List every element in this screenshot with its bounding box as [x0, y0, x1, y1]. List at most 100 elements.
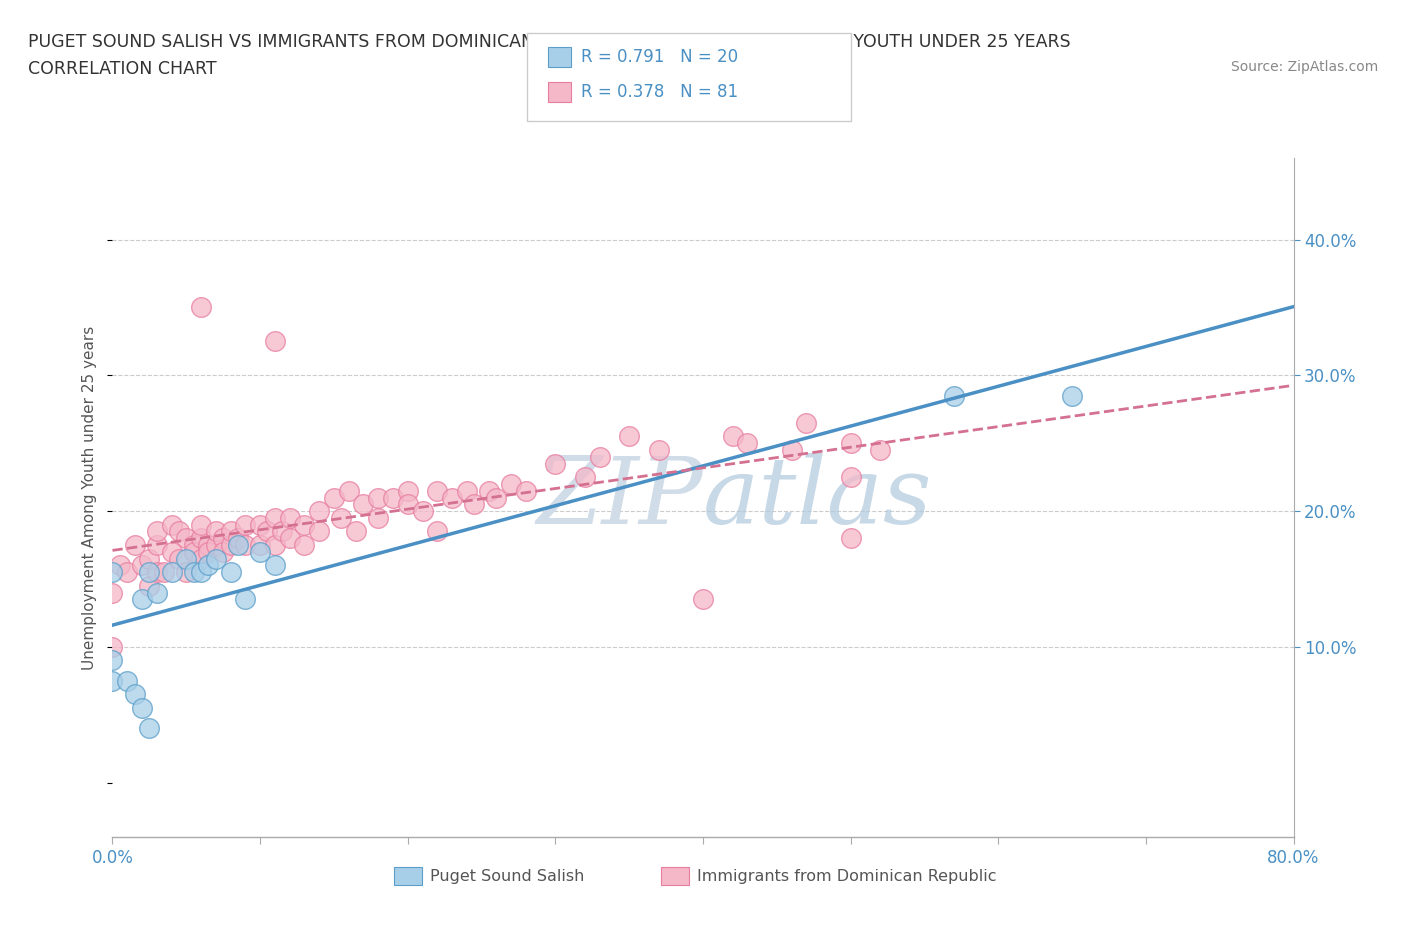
- Point: [264, 538, 287, 552]
- Point: [219, 565, 242, 579]
- Point: [146, 525, 169, 539]
- Text: Source: ZipAtlas.com: Source: ZipAtlas.com: [1230, 60, 1378, 74]
- Point: [233, 538, 256, 552]
- Point: [138, 565, 160, 579]
- Text: Puget Sound Salish: Puget Sound Salish: [430, 869, 585, 883]
- Point: [501, 476, 523, 491]
- Point: [478, 484, 501, 498]
- Point: [441, 490, 464, 505]
- Point: [839, 531, 862, 546]
- Point: [205, 538, 228, 552]
- Y-axis label: Unemployment Among Youth under 25 years: Unemployment Among Youth under 25 years: [82, 326, 97, 670]
- Point: [515, 484, 537, 498]
- Point: [463, 497, 485, 512]
- Point: [108, 558, 131, 573]
- Point: [233, 592, 256, 607]
- Point: [197, 544, 219, 559]
- Point: [197, 558, 219, 573]
- Point: [278, 511, 301, 525]
- Point: [117, 673, 138, 688]
- Text: 80.0%: 80.0%: [1267, 849, 1320, 867]
- Point: [146, 565, 169, 579]
- Point: [367, 490, 389, 505]
- Point: [174, 565, 197, 579]
- Point: [426, 484, 449, 498]
- Point: [146, 585, 169, 600]
- Point: [233, 517, 256, 532]
- Point: [183, 538, 205, 552]
- Point: [1062, 389, 1084, 404]
- Point: [619, 429, 641, 444]
- Point: [411, 504, 433, 519]
- Point: [197, 538, 219, 552]
- Text: R = 0.378   N = 81: R = 0.378 N = 81: [581, 83, 738, 100]
- Point: [117, 565, 138, 579]
- Point: [160, 517, 183, 532]
- Point: [256, 525, 278, 539]
- Point: [330, 511, 353, 525]
- Point: [190, 551, 212, 566]
- Point: [456, 484, 478, 498]
- Point: [249, 517, 271, 532]
- Point: [190, 517, 212, 532]
- Point: [131, 592, 153, 607]
- Point: [131, 700, 153, 715]
- Point: [167, 551, 190, 566]
- Point: [212, 544, 235, 559]
- Point: [219, 538, 242, 552]
- Point: [271, 525, 294, 539]
- Point: [308, 525, 330, 539]
- Point: [382, 490, 405, 505]
- Point: [264, 334, 287, 349]
- Point: [190, 531, 212, 546]
- Point: [426, 525, 449, 539]
- Point: [131, 558, 153, 573]
- Point: [219, 525, 242, 539]
- Text: Immigrants from Dominican Republic: Immigrants from Dominican Republic: [697, 869, 997, 883]
- Point: [344, 525, 367, 539]
- Point: [737, 436, 759, 451]
- Point: [101, 653, 124, 668]
- Point: [839, 470, 862, 485]
- Point: [101, 673, 124, 688]
- Point: [138, 721, 160, 736]
- Point: [292, 517, 315, 532]
- Point: [249, 538, 271, 552]
- Point: [942, 389, 965, 404]
- Point: [692, 592, 714, 607]
- Point: [796, 416, 818, 431]
- Point: [588, 449, 610, 464]
- Point: [190, 565, 212, 579]
- Point: [839, 436, 862, 451]
- Point: [160, 565, 183, 579]
- Point: [352, 497, 374, 512]
- Point: [190, 300, 212, 315]
- Point: [544, 457, 567, 472]
- Point: [124, 538, 146, 552]
- Point: [138, 551, 160, 566]
- Point: [780, 443, 803, 458]
- Point: [264, 558, 287, 573]
- Point: [153, 565, 176, 579]
- Point: [249, 544, 271, 559]
- Point: [138, 578, 160, 593]
- Point: [367, 511, 389, 525]
- Point: [396, 497, 419, 512]
- Text: CORRELATION CHART: CORRELATION CHART: [28, 60, 217, 78]
- Point: [396, 484, 419, 498]
- Point: [292, 538, 315, 552]
- Point: [167, 525, 190, 539]
- Point: [101, 640, 124, 655]
- Point: [205, 525, 228, 539]
- Text: atlas: atlas: [703, 453, 932, 542]
- Point: [174, 531, 197, 546]
- Point: [869, 443, 891, 458]
- Point: [174, 551, 197, 566]
- Point: [101, 585, 124, 600]
- Point: [183, 544, 205, 559]
- Text: 0.0%: 0.0%: [91, 849, 134, 867]
- Point: [160, 544, 183, 559]
- Point: [124, 687, 146, 702]
- Point: [226, 531, 249, 546]
- Point: [183, 565, 205, 579]
